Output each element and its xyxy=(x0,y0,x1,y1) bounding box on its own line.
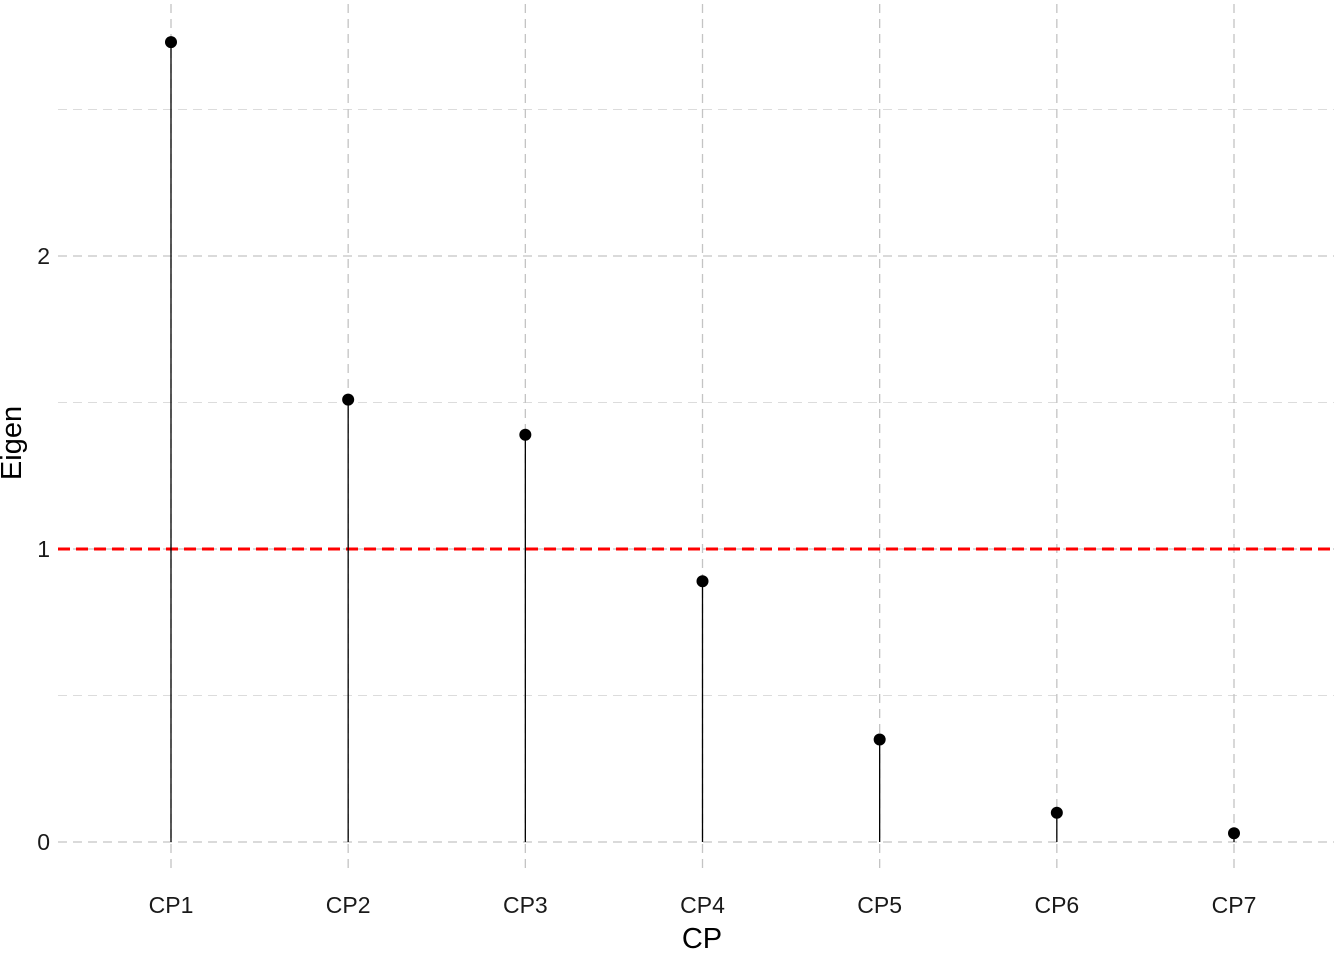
point-CP2 xyxy=(342,393,355,406)
point-CP5 xyxy=(873,733,886,746)
y-tick-label: 2 xyxy=(37,243,50,269)
point-CP4 xyxy=(696,575,709,588)
x-axis-ticks: CP1 CP2 CP3 CP4 CP5 CP6 CP7 xyxy=(149,892,1257,918)
points xyxy=(165,36,1240,840)
x-tick-label: CP3 xyxy=(503,892,548,918)
point-CP1 xyxy=(165,36,177,49)
point-CP3 xyxy=(519,428,532,441)
y-tick-label: 0 xyxy=(37,829,50,855)
y-axis-ticks: 0 1 2 xyxy=(37,243,50,855)
point-CP6 xyxy=(1050,806,1063,819)
x-tick-label: CP5 xyxy=(857,892,902,918)
grid xyxy=(58,4,1334,872)
point-CP7 xyxy=(1228,827,1240,840)
x-axis-title: CP xyxy=(682,923,722,955)
x-tick-label: CP6 xyxy=(1034,892,1079,918)
x-tick-label: CP2 xyxy=(326,892,371,918)
x-tick-label: CP4 xyxy=(680,892,725,918)
y-tick-label: 1 xyxy=(37,536,50,562)
x-tick-label: CP1 xyxy=(149,892,194,918)
x-tick-label: CP7 xyxy=(1212,892,1257,918)
y-axis-title: Eigen xyxy=(0,406,28,480)
